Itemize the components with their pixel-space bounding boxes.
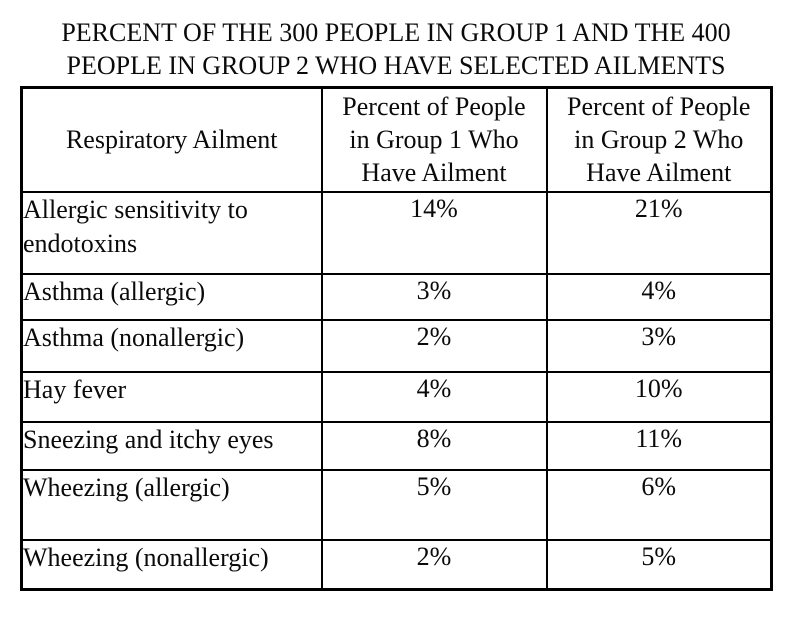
table-row: Hay fever 4% 10% — [20, 370, 773, 423]
page-title-line1: PERCENT OF THE 300 PEOPLE IN GROUP 1 AND… — [61, 18, 731, 47]
group2-value: 21% — [545, 190, 773, 275]
group1-value: 14% — [320, 190, 548, 275]
table-row: Wheezing (nonallergic) 2% 5% — [20, 538, 773, 591]
group2-value: 3% — [545, 318, 773, 373]
ailment-label: Asthma (nonallergic) — [20, 318, 323, 373]
page-title: PERCENT OF THE 300 PEOPLE IN GROUP 1 AND… — [0, 16, 792, 82]
group2-value: 11% — [545, 420, 773, 471]
table-row: Sneezing and itchy eyes 8% 11% — [20, 420, 773, 471]
ailment-label: Hay fever — [20, 370, 323, 423]
ailment-label: Allergic sensitivity to endotoxins — [20, 190, 323, 275]
table-row: Wheezing (allergic) 5% 6% — [20, 468, 773, 541]
column-header-group1-line2: in Group 1 Who — [349, 125, 519, 155]
ailment-label: Asthma (allergic) — [20, 272, 323, 321]
ailments-table: Respiratory Ailment Percent of People in… — [20, 86, 773, 591]
column-header-group2-line1: Percent of People — [567, 92, 751, 122]
group1-value: 3% — [320, 272, 548, 321]
group1-value: 4% — [320, 370, 548, 423]
ailment-label: Wheezing (allergic) — [20, 468, 323, 541]
table-header-row: Respiratory Ailment Percent of People in… — [20, 86, 773, 193]
group1-value: 2% — [320, 538, 548, 591]
column-header-group2: Percent of People in Group 2 Who Have Ai… — [545, 86, 773, 193]
group2-value: 5% — [545, 538, 773, 591]
group1-value: 2% — [320, 318, 548, 373]
column-header-group1-line3: Have Ailment — [361, 158, 507, 188]
page-title-line2: PEOPLE IN GROUP 2 WHO HAVE SELECTED AILM… — [66, 51, 726, 80]
column-header-group2-line3: Have Ailment — [586, 158, 732, 188]
column-header-respiratory-ailment: Respiratory Ailment — [20, 86, 323, 193]
table-row: Asthma (nonallergic) 2% 3% — [20, 318, 773, 373]
ailment-label: Sneezing and itchy eyes — [20, 420, 323, 471]
group1-value: 5% — [320, 468, 548, 541]
table-row: Allergic sensitivity to endotoxins 14% 2… — [20, 190, 773, 275]
table-row: Asthma (allergic) 3% 4% — [20, 272, 773, 321]
column-header-group1: Percent of People in Group 1 Who Have Ai… — [320, 86, 548, 193]
group2-value: 10% — [545, 370, 773, 423]
ailment-label: Wheezing (nonallergic) — [20, 538, 323, 591]
group2-value: 4% — [545, 272, 773, 321]
column-header-group2-line2: in Group 2 Who — [574, 125, 744, 155]
group2-value: 6% — [545, 468, 773, 541]
group1-value: 8% — [320, 420, 548, 471]
column-header-group1-line1: Percent of People — [342, 92, 526, 122]
